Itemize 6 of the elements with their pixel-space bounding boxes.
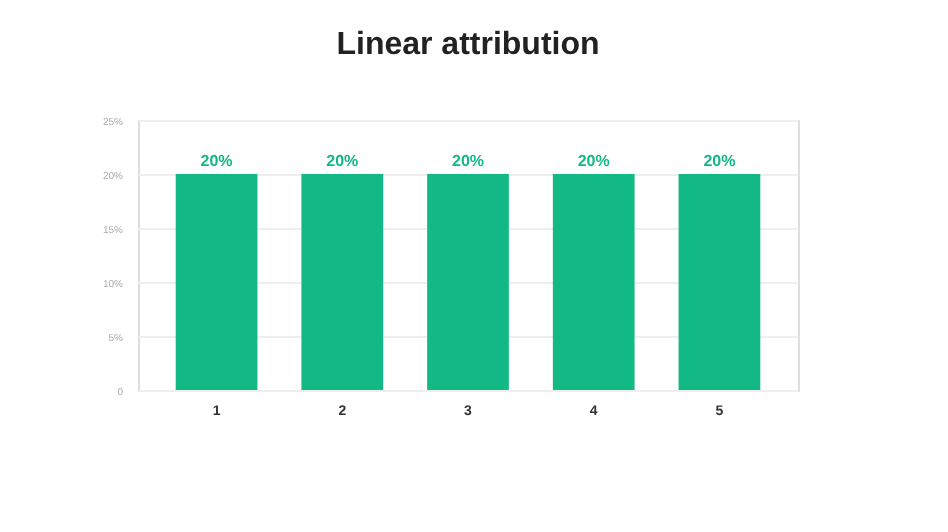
data-label: 20% xyxy=(577,152,610,170)
data-label: 20% xyxy=(703,152,736,170)
chart-title: Linear attribution xyxy=(336,28,600,62)
data-label: 20% xyxy=(326,152,359,170)
data-label: 20% xyxy=(200,152,233,170)
data-label: 20% xyxy=(451,152,485,170)
